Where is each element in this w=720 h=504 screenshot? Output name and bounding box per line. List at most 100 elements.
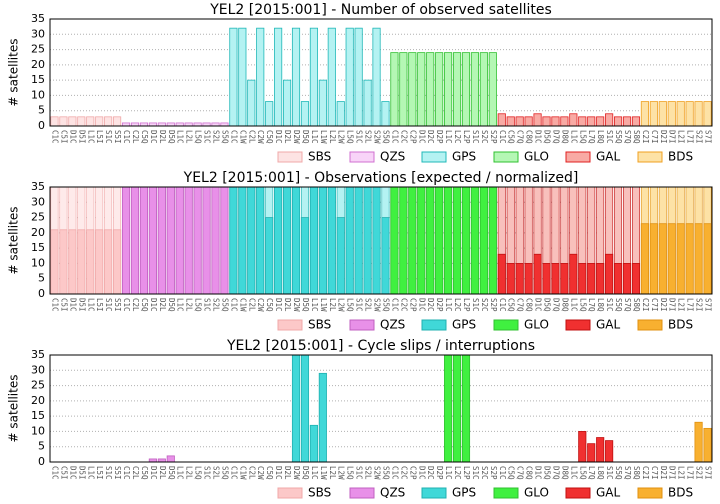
x-tick-label: D2P [435,466,444,480]
legend-label: GPS [452,486,476,500]
bar [444,52,453,127]
x-tick-label: L2L [185,298,194,312]
bar [605,253,614,295]
bar [202,186,211,295]
x-tick-label: D2W [292,466,301,480]
bar [381,217,390,295]
bar [68,116,77,127]
x-tick-label: C5Q [507,466,516,480]
x-tick-label: C5I [59,298,68,312]
bar [184,186,193,295]
bar [622,263,632,295]
bar [470,52,480,127]
bar [318,372,327,463]
y-tick-label: 0 [38,287,45,300]
y-tick-label: 15 [31,409,45,422]
y-tick-label: 20 [31,58,45,71]
x-tick-label: D5Q [543,466,552,480]
bar [229,27,238,127]
x-tick-label: D2C [426,298,435,312]
x-tick-label: L1C [569,466,578,480]
x-tick-label: D5Q [167,298,176,312]
bar [238,27,247,127]
legend-swatch [637,151,663,163]
x-tick-label: D1C [417,466,426,480]
x-tick-label: L2I [677,298,686,312]
x-tick-label: D2C [426,130,435,144]
bar [247,79,256,127]
bar [569,113,578,127]
x-tick-label: S1C [203,298,212,312]
x-tick-label: L1C [86,298,95,312]
x-tick-label: L1C [444,466,453,480]
x-tick-label: D1C [68,298,77,312]
x-tick-label: D8Q [560,298,569,312]
x-tick-label: S2L [212,466,221,480]
x-tick-label: S5Q [220,298,229,312]
x-tick-label: L7I [686,130,695,144]
y-tick-label: 30 [31,27,45,40]
x-tick-label: S2P [489,466,498,480]
x-tick-label: C2I [641,130,650,144]
x-tick-label: D2I [659,298,668,312]
legend-label: GLO [524,486,549,500]
bar [86,229,95,295]
bar [667,101,676,127]
x-tick-label: L8Q [596,130,605,144]
x-tick-label: D1C [274,466,283,480]
x-tick-label: C2I [641,466,650,480]
x-tick-label: C2W [256,466,265,480]
bar [265,217,274,295]
x-tick-label: C7Q [516,298,525,312]
x-tick-label: L2L [328,298,337,312]
legend-label: BDS [668,318,693,332]
bar [95,116,104,127]
x-tick-label: C2L [247,466,256,480]
bar [578,116,587,127]
bar [327,186,336,295]
x-tick-label: C5I [59,130,68,144]
y-tick-label: 0 [38,119,45,132]
y-tick-label: 35 [31,180,45,193]
x-tick-label: L2W [337,130,346,144]
legend-swatch [565,487,591,499]
x-tick-label: C5Q [507,130,516,144]
bar [703,223,712,295]
x-tick-label: S5Q [220,466,229,480]
x-tick-label: L1C [176,130,185,144]
legend-swatch [421,151,447,163]
bar [300,217,310,295]
x-tick-label: S8Q [632,298,641,312]
x-tick-label: S2P [489,130,498,144]
bar [667,223,676,295]
legend-swatch [565,319,591,331]
bar [631,116,641,127]
x-tick-label: C2W [256,298,265,312]
x-tick-label: D7Q [551,466,560,480]
x-tick-label: L7Q [587,130,596,144]
x-tick-label: S8Q [632,130,641,144]
bar [703,427,712,463]
bar [77,116,86,127]
bar [649,223,658,295]
bar [354,186,363,295]
bar [426,52,435,127]
bar [220,186,229,295]
bar [694,421,703,463]
legend-swatch [349,151,375,163]
x-tick-label: S7I [704,298,713,312]
bar [587,443,596,463]
x-tick-label: L5Q [194,298,203,312]
x-tick-label: L5I [95,130,104,144]
bar [354,27,363,127]
x-tick-label: L8Q [596,466,605,480]
x-tick-label: D7I [668,130,677,144]
legend-label: BDS [668,150,693,164]
x-tick-label: D2P [435,298,444,312]
bar [345,186,354,295]
bar [336,101,345,127]
x-tick-label: D5Q [543,130,552,144]
x-tick-label: D5Q [301,466,310,480]
x-tick-label: D2W [292,130,301,144]
legend-swatch [637,319,663,331]
